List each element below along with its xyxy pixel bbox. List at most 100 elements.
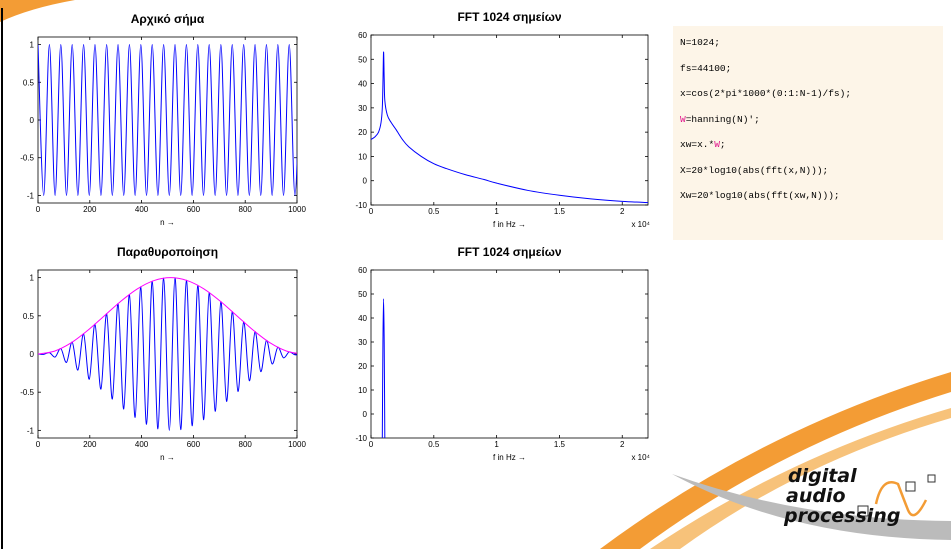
code-line: xw=x.*W; [673,132,943,158]
code-text: Xw=20*log10(abs(fft(xw,N))); [680,190,840,201]
x-tick-label: 800 [239,205,253,214]
x-tick-label: 200 [83,440,97,449]
y-tick-label: -0.5 [20,388,34,397]
y-tick-label: -0.5 [20,154,34,163]
logo-square [905,481,916,492]
y-tick-label: 0 [363,410,368,419]
y-tick-label: 1 [30,41,35,50]
y-tick-label: -10 [355,201,367,210]
x-tick-label: 1000 [288,205,306,214]
logo-swoosh [600,372,951,549]
y-tick-label: 10 [358,386,367,395]
code-line: N=1024; [673,30,943,56]
chart-title: Αρχικό σήμα [131,12,205,26]
x-tick-label: 600 [187,205,201,214]
code-line: X=20*log10(abs(fft(x,N))); [673,158,943,184]
corner-swoosh [0,0,75,22]
data-line [38,277,297,431]
x-axis-label: n → [160,453,175,462]
x-tick-label: 1 [494,440,499,449]
x-axis-label: f in Hz → [493,453,526,462]
y-tick-label: 0.5 [23,312,35,321]
x-exponent-label: x 10⁴ [631,220,650,229]
y-tick-label: 0 [30,116,35,125]
x-tick-label: 0 [36,440,41,449]
chart-title: Παραθυροποίηση [117,245,218,259]
y-tick-label: -1 [27,426,35,435]
chart-title: FFT 1024 σημείων [457,245,561,259]
x-tick-label: 2 [620,207,625,216]
x-tick-label: 800 [239,440,253,449]
x-axis-label: n → [160,218,175,227]
x-tick-label: 0.5 [428,207,440,216]
code-text: =hanning(N)'; [685,113,760,125]
x-tick-label: 600 [187,440,201,449]
data-line [371,51,648,204]
code-text: fs=44100; [680,62,732,74]
x-tick-label: 200 [83,205,97,214]
y-tick-label: 20 [358,128,367,137]
plot: Αρχικό σήμα 0 200 400 600 800 1000 -1 -0.5 0 0.5 1 n… [20,12,306,227]
y-tick-label: 0.5 [23,78,35,87]
code-text: ; [719,139,726,150]
x-tick-label: 400 [135,205,149,214]
logo-swoosh-light [650,408,951,549]
code-text: x=cos(2*pi*1000*(0:1:N-1)/fs); [680,88,852,99]
code-line: W=hanning(N)'; [673,107,943,133]
y-tick-label: 0 [363,177,368,186]
x-tick-label: 0 [369,207,374,216]
code-text: W [680,113,686,125]
y-tick-label: 1 [30,274,35,283]
code-text: W [714,139,720,150]
y-tick-label: 30 [358,104,367,113]
x-tick-label: 400 [135,440,149,449]
code-line: x=cos(2*pi*1000*(0:1:N-1)/fs); [673,81,943,107]
y-tick-label: -1 [27,191,35,200]
y-tick-label: 40 [358,314,367,323]
x-tick-label: 1.5 [554,207,566,216]
data-line [38,277,297,355]
y-tick-label: 60 [358,31,367,40]
y-tick-label: 0 [30,350,35,359]
y-tick-label: 60 [358,266,367,275]
code-line: fs=44100; [673,56,943,82]
plot-area [370,269,649,439]
x-tick-label: 0 [369,440,374,449]
code-line: Xw=20*log10(abs(fft(xw,N))); [673,183,943,209]
logo-text: processing [784,505,901,527]
x-axis-label: f in Hz → [493,220,526,229]
x-tick-label: 0 [36,205,41,214]
code-text: N=1024; [680,37,720,48]
logo-square [857,505,869,517]
data-line [381,298,386,438]
x-tick-label: 1.5 [554,440,566,449]
logo-text: audio [786,485,846,507]
y-tick-label: -10 [355,434,367,443]
x-tick-label: 2 [620,440,625,449]
y-tick-label: 20 [358,362,367,371]
x-tick-label: 0.5 [428,440,440,449]
logo-square [927,474,936,483]
x-tick-label: 1 [494,207,499,216]
x-tick-label: 1000 [288,440,306,449]
logo-swoosh-grey [672,474,951,540]
x-exponent-label: x 10⁴ [631,453,650,462]
code-text: xw=x.* [680,139,715,150]
y-tick-label: 50 [358,55,367,64]
y-tick-label: 40 [358,80,367,89]
y-tick-label: 50 [358,290,367,299]
chart-title: FFT 1024 σημείων [457,10,561,24]
logo-text: digital [788,465,857,487]
logo-wave [874,481,928,517]
plot-area [370,34,649,206]
code-box: N=1024; fs=44100; x=cos(2*pi*1000*(0:1:N-1… [673,26,943,240]
y-tick-label: 10 [358,152,367,161]
y-tick-label: 30 [358,338,367,347]
code-text: X=20*log10(abs(fft(x,N))); [680,164,829,176]
logo: digital audio processing [784,466,900,526]
data-line [38,44,297,196]
